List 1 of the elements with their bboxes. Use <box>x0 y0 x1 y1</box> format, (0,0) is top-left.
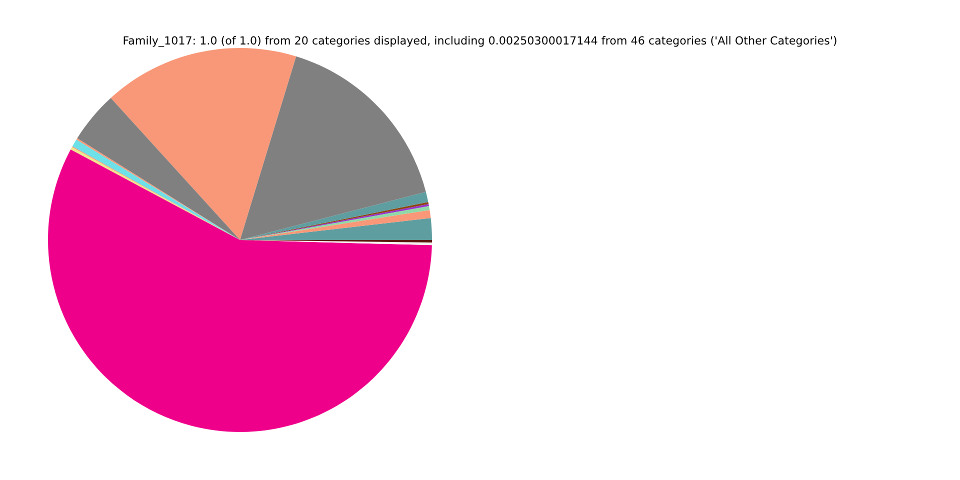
text: Family_1017: 1.0 (of 1.0) from 20 categories displayed, including 0.00250300017144 from 46 categories ('All Other Categories') <box>124 36 836 48</box>
